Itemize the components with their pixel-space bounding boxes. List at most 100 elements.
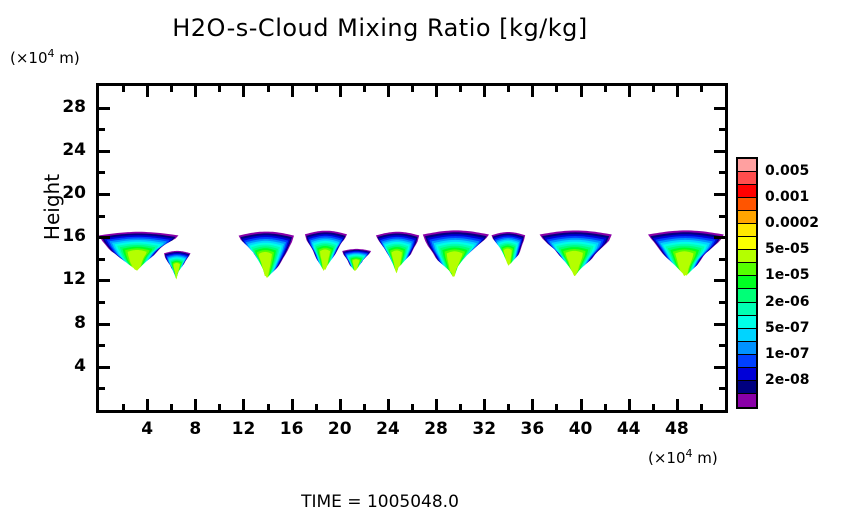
axis-tick (363, 86, 366, 92)
axis-tick (291, 399, 294, 410)
cloud-contour-band (503, 248, 512, 266)
x-axis-unit-exponent: 4 (685, 447, 693, 460)
colorbar-tick-label: 0.0002 (765, 215, 820, 232)
axis-tick (555, 86, 558, 92)
colorbar-tick-label: 2e-06 (765, 293, 810, 310)
colorbar-swatch (738, 289, 756, 303)
axis-tick (194, 399, 197, 410)
x-tick-label: 20 (327, 419, 352, 439)
axis-tick (99, 236, 110, 239)
colorbar-swatch (738, 237, 756, 251)
cloud-contour-band (675, 251, 694, 277)
axis-tick (531, 86, 534, 97)
colorbar-swatch (738, 250, 756, 264)
x-tick-label: 44 (616, 419, 641, 439)
axis-tick (719, 258, 725, 261)
plot-area (96, 83, 728, 413)
colorbar-swatch (738, 393, 756, 407)
x-tick-label: 36 (520, 419, 545, 439)
colorbar-swatch (738, 172, 756, 186)
y-tick-label: 28 (62, 96, 86, 117)
colorbar-swatch (738, 354, 756, 368)
axis-tick (459, 404, 462, 410)
axis-tick (99, 323, 110, 326)
cloud-cell (99, 231, 179, 271)
y-axis-title: Height (40, 173, 64, 241)
x-tick-label: 4 (141, 419, 154, 439)
axis-tick (555, 404, 558, 410)
axis-tick (507, 86, 510, 92)
colorbar-swatch (738, 302, 756, 316)
x-tick-label: 32 (472, 419, 497, 439)
axis-tick (99, 171, 105, 174)
cloud-contour-band (391, 250, 402, 274)
axis-tick (628, 399, 631, 410)
colorbar-tick-label: 1e-07 (765, 345, 810, 362)
colorbar-tick-label: 0.001 (765, 189, 810, 206)
axis-tick (580, 399, 583, 410)
colorbar-swatch (738, 224, 756, 238)
axis-tick (122, 404, 125, 410)
axis-tick (714, 279, 725, 282)
axis-tick (435, 399, 438, 410)
axis-tick (676, 399, 679, 410)
axis-tick (714, 193, 725, 196)
x-axis-unit-base: (×10 (648, 449, 686, 467)
axis-tick (170, 404, 173, 410)
axis-tick (339, 399, 342, 410)
axis-tick (719, 128, 725, 131)
colorbar-swatch (738, 185, 756, 199)
axis-tick (218, 86, 221, 92)
axis-tick (714, 366, 725, 369)
time-caption: TIME = 1005048.0 (301, 492, 459, 512)
x-axis-unit-tail: m) (692, 449, 718, 467)
axis-tick (676, 86, 679, 97)
cloud-cell (422, 230, 489, 277)
colorbar-tick-label: 1e-05 (765, 267, 810, 284)
axis-tick (531, 399, 534, 410)
y-axis-unit-exponent: 4 (47, 47, 55, 60)
axis-tick (242, 86, 245, 97)
colorbar-swatch (738, 367, 756, 381)
x-tick-label: 8 (189, 419, 202, 439)
axis-tick (242, 399, 245, 410)
colorbar-swatch (738, 263, 756, 277)
x-tick-label: 16 (279, 419, 304, 439)
cloud-contour-band (352, 259, 360, 271)
x-tick-label: 24 (376, 419, 400, 439)
colorbar-swatch (738, 276, 756, 290)
cloud-cell (491, 232, 526, 266)
axis-tick (315, 86, 318, 92)
axis-tick (218, 404, 221, 410)
axis-tick (435, 86, 438, 97)
cloud-cell (342, 248, 372, 271)
axis-tick (580, 86, 583, 97)
colorbar-swatch (738, 341, 756, 355)
axis-tick (146, 399, 149, 410)
y-tick-label: 4 (74, 355, 86, 376)
page-title: H2O-s-Cloud Mixing Ratio [kg/kg] (172, 14, 588, 42)
axis-tick (122, 86, 125, 92)
axis-tick (714, 150, 725, 153)
y-axis-unit-base: (×10 (10, 49, 48, 67)
axis-tick (339, 86, 342, 97)
colorbar-swatch (738, 380, 756, 394)
y-axis-unit-label: (×104 m) (10, 47, 80, 67)
axis-tick (719, 387, 725, 390)
colorbar-swatch (738, 198, 756, 212)
cloud-cell (375, 231, 420, 274)
axis-tick (604, 404, 607, 410)
cloud-contour-band (446, 251, 463, 277)
axis-tick (652, 404, 655, 410)
colorbar-tick-label: 0.005 (765, 163, 810, 180)
axis-tick (194, 86, 197, 97)
axis-tick (387, 86, 390, 97)
x-tick-label: 48 (665, 419, 689, 439)
cloud-cell (304, 230, 347, 271)
axis-tick (714, 107, 725, 110)
axis-tick (267, 404, 270, 410)
axis-tick (99, 107, 110, 110)
axis-tick (628, 86, 631, 97)
axis-tick (170, 86, 173, 92)
axis-tick (99, 387, 105, 390)
